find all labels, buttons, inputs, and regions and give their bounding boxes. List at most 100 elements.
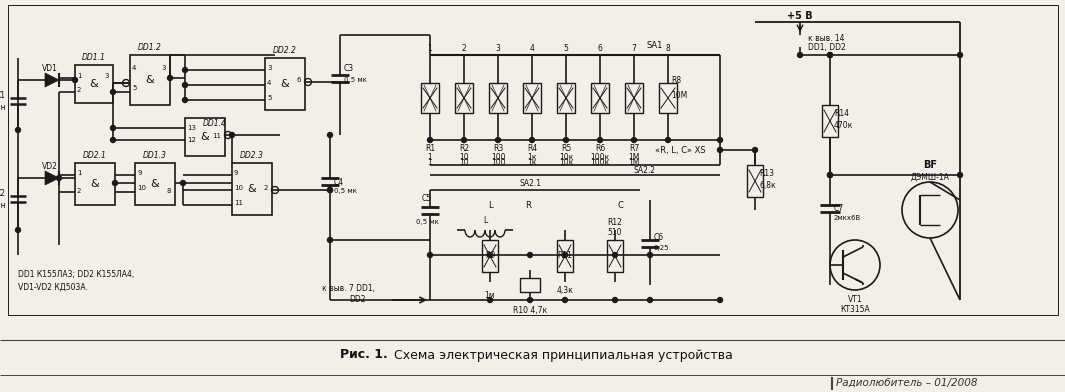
Text: 5: 5 xyxy=(563,44,569,53)
Bar xyxy=(591,83,609,113)
Text: 5: 5 xyxy=(267,95,272,101)
Text: &: & xyxy=(89,79,98,89)
Text: R: R xyxy=(525,200,531,209)
Text: 10: 10 xyxy=(459,152,469,162)
Circle shape xyxy=(328,238,332,243)
Bar xyxy=(75,65,113,103)
Text: 0,5 мк: 0,5 мк xyxy=(334,188,357,194)
Text: 2мкх6В: 2мкх6В xyxy=(834,215,862,221)
Bar xyxy=(185,118,225,156)
Circle shape xyxy=(828,172,833,178)
Circle shape xyxy=(328,187,332,192)
Text: 470к: 470к xyxy=(834,120,853,129)
Text: &: & xyxy=(146,75,154,85)
Text: 4: 4 xyxy=(132,65,136,71)
Circle shape xyxy=(648,298,653,303)
Bar xyxy=(75,163,115,205)
Bar xyxy=(489,83,507,113)
Text: R6: R6 xyxy=(595,143,605,152)
Text: +5 В: +5 В xyxy=(787,11,813,21)
Bar xyxy=(607,240,623,272)
Circle shape xyxy=(632,138,637,143)
Circle shape xyxy=(111,89,115,94)
Circle shape xyxy=(111,125,115,131)
Text: DD1.2: DD1.2 xyxy=(138,42,162,51)
Text: R4: R4 xyxy=(527,143,537,152)
Bar xyxy=(557,240,573,272)
Text: 10н: 10н xyxy=(0,102,6,111)
Text: 9: 9 xyxy=(234,170,239,176)
Text: 2: 2 xyxy=(77,87,81,93)
Text: 8: 8 xyxy=(166,188,171,194)
Bar xyxy=(523,83,541,113)
Text: R7: R7 xyxy=(628,143,639,152)
Text: 5: 5 xyxy=(132,85,136,91)
Text: 1: 1 xyxy=(428,152,432,162)
Text: 1: 1 xyxy=(428,158,432,167)
Circle shape xyxy=(612,298,618,303)
Circle shape xyxy=(718,298,722,303)
Circle shape xyxy=(798,53,803,58)
Circle shape xyxy=(527,298,532,303)
Circle shape xyxy=(597,138,603,143)
Text: BF: BF xyxy=(923,160,937,170)
Text: 13: 13 xyxy=(187,125,196,131)
Circle shape xyxy=(180,180,185,185)
Text: 4: 4 xyxy=(267,80,272,86)
Text: 0,5 мк: 0,5 мк xyxy=(415,219,439,225)
Bar xyxy=(455,83,473,113)
Text: 10н: 10н xyxy=(0,200,6,209)
Text: 3: 3 xyxy=(162,65,166,71)
Text: 10: 10 xyxy=(234,185,243,191)
Circle shape xyxy=(56,176,62,180)
Text: 9: 9 xyxy=(137,170,142,176)
Text: 11: 11 xyxy=(212,133,222,139)
Text: R1: R1 xyxy=(425,143,436,152)
Text: &: & xyxy=(200,132,210,142)
Text: 3: 3 xyxy=(104,73,109,79)
Text: Радиолюбитель – 01/2008: Радиолюбитель – 01/2008 xyxy=(836,378,978,388)
Text: 2: 2 xyxy=(461,44,466,53)
Polygon shape xyxy=(45,73,59,87)
Text: R5: R5 xyxy=(561,143,571,152)
Text: DD2.1: DD2.1 xyxy=(83,151,106,160)
Bar xyxy=(232,163,272,215)
Text: C2: C2 xyxy=(0,189,6,198)
Circle shape xyxy=(111,138,115,143)
Bar xyxy=(822,105,838,137)
Text: DD1.1: DD1.1 xyxy=(82,53,105,62)
Text: 1к: 1к xyxy=(527,152,537,162)
Circle shape xyxy=(828,53,833,58)
Text: 1М: 1М xyxy=(628,158,640,167)
Text: 10: 10 xyxy=(459,158,469,167)
Text: SA2.1: SA2.1 xyxy=(519,178,541,187)
Text: 1м: 1м xyxy=(485,290,495,299)
Text: &: & xyxy=(91,179,99,189)
Circle shape xyxy=(828,53,833,58)
Text: 10к: 10к xyxy=(559,152,573,162)
Circle shape xyxy=(562,252,568,258)
Circle shape xyxy=(718,138,722,143)
Circle shape xyxy=(753,147,757,152)
Bar xyxy=(135,163,175,205)
Text: C3: C3 xyxy=(344,64,355,73)
Circle shape xyxy=(648,252,653,258)
Circle shape xyxy=(328,132,332,138)
Text: L: L xyxy=(482,216,487,225)
Bar xyxy=(659,83,677,113)
Text: C6: C6 xyxy=(654,232,665,241)
Text: 6: 6 xyxy=(597,44,603,53)
Text: к выв. 14: к выв. 14 xyxy=(808,33,845,42)
Text: 2: 2 xyxy=(77,188,81,194)
Bar xyxy=(130,55,170,105)
Text: 510: 510 xyxy=(608,227,622,236)
Text: C7: C7 xyxy=(834,203,845,212)
Text: 12: 12 xyxy=(187,137,196,143)
Text: 2: 2 xyxy=(264,185,268,191)
Text: VD1: VD1 xyxy=(42,64,58,73)
Text: 8: 8 xyxy=(666,44,670,53)
Circle shape xyxy=(72,78,78,82)
Circle shape xyxy=(328,187,332,192)
Circle shape xyxy=(427,138,432,143)
Text: SA2.2: SA2.2 xyxy=(634,165,656,174)
